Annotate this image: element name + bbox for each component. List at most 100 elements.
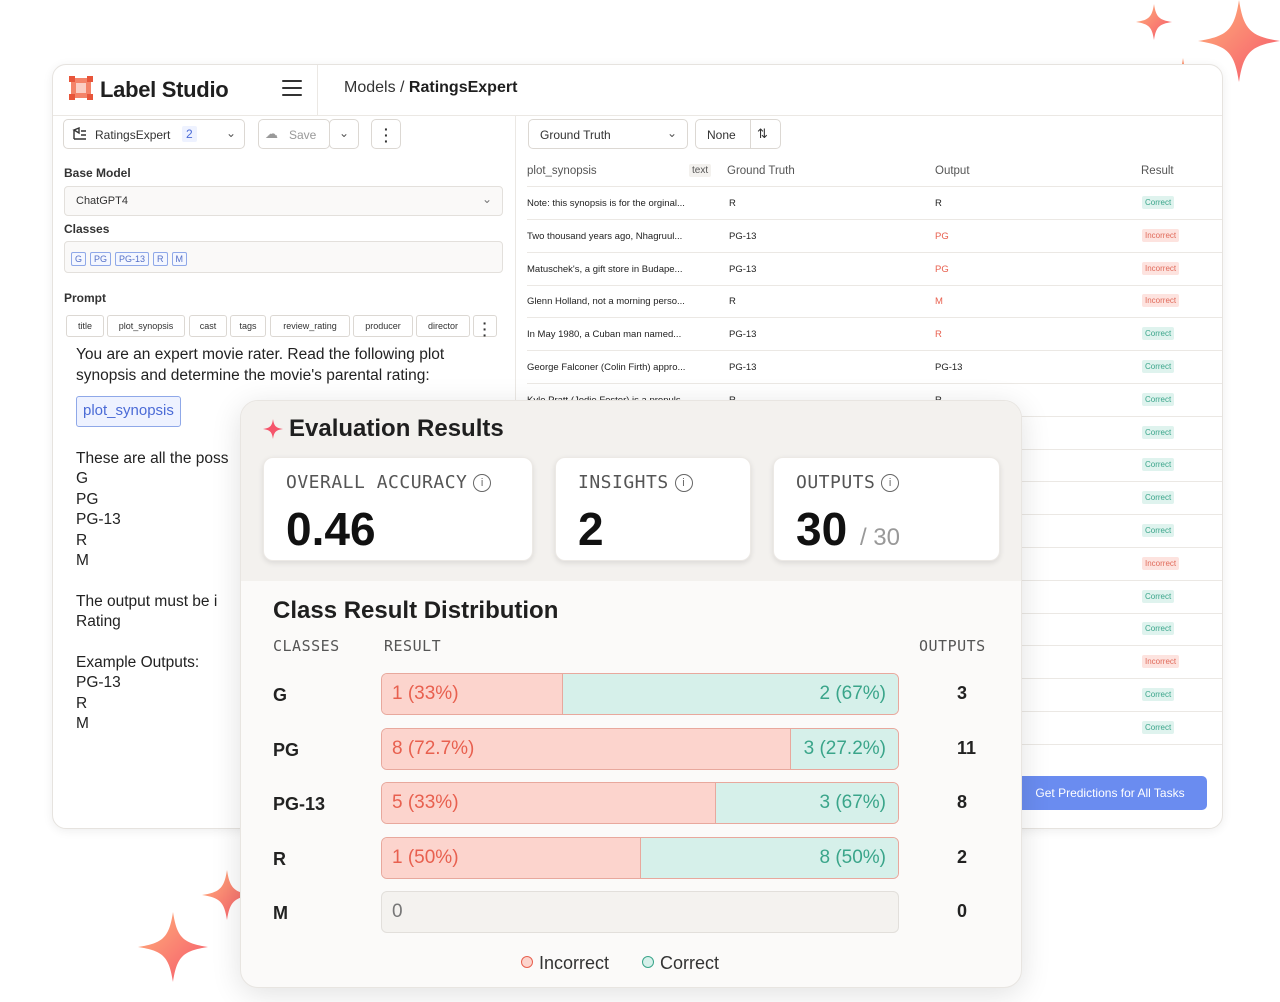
result-badge: Incorrect — [1142, 655, 1180, 669]
result-badge: Incorrect — [1142, 228, 1180, 242]
correct-label: 2 (67%) — [819, 683, 886, 704]
column-header-ground-truth[interactable]: Ground Truth — [727, 165, 795, 177]
ground-truth-cell: R — [729, 296, 736, 308]
incorrect-segment — [382, 837, 641, 878]
incorrect-label: 5 (33%) — [392, 792, 459, 814]
output-cell: PG — [935, 263, 949, 275]
table-row[interactable]: Note: this synopsis is for the orginal..… — [527, 187, 1222, 220]
result-badge: Correct — [1142, 458, 1175, 472]
sort-direction-icon[interactable]: ⇅ — [757, 126, 768, 141]
prompt-example-label: Example Outputs: — [76, 653, 200, 671]
info-icon[interactable]: i — [473, 474, 492, 492]
table-header: plot_synopsis text Ground Truth Output R… — [527, 160, 1222, 187]
result-badge: Incorrect — [1142, 556, 1180, 570]
column-header-result[interactable]: Result — [1141, 165, 1174, 177]
output-cell: R — [935, 198, 942, 209]
synopsis-cell: Note: this synopsis is for the orginal..… — [527, 198, 685, 209]
table-row[interactable]: Glenn Holland, not a morning perso... R M I… — [527, 285, 1222, 319]
incorrect-segment — [382, 674, 563, 714]
prompt-output-intro-2: Rating — [76, 613, 121, 630]
label-studio-logo-icon — [69, 76, 93, 100]
accuracy-value: 0.46 — [286, 503, 376, 555]
prompt-intro: You are an expert movie rater. Read the … — [76, 346, 445, 384]
get-predictions-button[interactable]: Get Predictions for All Tasks — [1013, 776, 1207, 810]
class-chip: PG — [90, 252, 112, 266]
table-row[interactable]: Matuschek's, a gift store in Budape... PG… — [527, 253, 1222, 286]
info-icon[interactable]: i — [881, 474, 900, 492]
class-chip: R — [153, 252, 168, 266]
prompt-option: PG-13 — [76, 511, 121, 528]
correct-label: 3 (27.2%) — [803, 737, 886, 759]
correct-segment — [639, 837, 898, 878]
variable-tab-producer[interactable]: producer — [353, 315, 413, 337]
divider — [317, 65, 318, 115]
prompt-label: Prompt — [64, 291, 106, 305]
table-row[interactable]: Two thousand years ago, Nhagruul... PG-13… — [527, 220, 1222, 253]
distribution-title: Class Result Distribution — [273, 597, 559, 624]
variable-tab-title[interactable]: title — [66, 315, 104, 337]
column-type-badge: text — [689, 164, 712, 177]
prompt-options-intro: These are all the poss — [76, 449, 229, 467]
sort-icon — [750, 120, 751, 148]
synopsis-cell: Matuschek's, a gift store in Budape... — [527, 263, 683, 275]
sparkle-icon — [138, 912, 208, 982]
result-badge: Correct — [1142, 327, 1175, 341]
column-header-outputs: OUTPUTS — [919, 637, 986, 655]
sparkle-icon — [1198, 0, 1280, 82]
incorrect-label: 1 (50%) — [392, 846, 459, 868]
class-row: G 1 (33%) 2 (67%) 3 — [241, 673, 1021, 717]
result-badge: Correct — [1142, 720, 1175, 734]
outputs-value: 30 / 30 — [796, 503, 900, 555]
info-icon[interactable]: i — [674, 474, 693, 492]
variable-tab-review-rating[interactable]: review_rating — [270, 315, 350, 337]
variable-tab-tags[interactable]: tags — [230, 315, 266, 337]
output-cell: M — [935, 296, 943, 308]
outputs-total: / 30 — [859, 524, 900, 551]
base-model-select[interactable]: ChatGPT4 ⌄ — [64, 186, 503, 216]
hamburger-menu-icon[interactable] — [282, 80, 302, 98]
variable-tab-director[interactable]: director — [416, 315, 470, 337]
save-options-button[interactable]: ⌄ — [329, 119, 359, 149]
chevron-down-icon: ⌄ — [339, 126, 350, 140]
ground-truth-filter-select[interactable]: Ground Truth ⌄ — [528, 119, 688, 149]
variable-tab-plot-synopsis[interactable]: plot_synopsis — [107, 315, 185, 337]
breadcrumb-parent[interactable]: Models — [344, 79, 396, 96]
result-badge: Correct — [1142, 688, 1175, 701]
breadcrumb: Models / RatingsExpert — [344, 79, 517, 97]
ground-truth-cell: PG-13 — [729, 230, 757, 242]
class-name: PG — [273, 739, 300, 760]
chart-legend: Incorrect Correct — [521, 953, 719, 974]
sort-value: None — [707, 128, 736, 142]
correct-label: 3 (67%) — [819, 792, 886, 814]
column-header-classes: CLASSES — [273, 637, 340, 655]
evaluation-title: Evaluation Results — [289, 415, 504, 442]
breadcrumb-separator: / — [395, 79, 409, 96]
prompt-example: PG-13 — [76, 674, 121, 691]
table-row[interactable]: In May 1980, a Cuban man named... PG-13 R C… — [527, 318, 1222, 352]
chevron-down-icon: ⌄ — [481, 192, 492, 206]
ground-truth-cell: PG-13 — [729, 362, 757, 373]
save-button[interactable]: ☁ Save — [258, 119, 330, 149]
breadcrumb-current: RatingsExpert — [408, 79, 518, 96]
prompt-editor[interactable]: You are an expert movie rater. Read the … — [76, 345, 506, 731]
more-variables-button[interactable]: · · · — [473, 315, 497, 342]
column-header-field[interactable]: plot_synopsis — [527, 165, 597, 177]
cloud-icon: ☁ — [265, 126, 278, 141]
column-header-output[interactable]: Output — [935, 165, 970, 177]
table-row[interactable]: George Falconer (Colin Firth) appro... PG… — [527, 351, 1222, 384]
result-bar: 8 (72.7%) 3 (27.2%) — [381, 727, 899, 770]
prompt-variable: plot_synopsis — [76, 396, 181, 427]
model-version-select[interactable]: RatingsExpert 2 ⌄ — [63, 119, 245, 149]
variable-tab-cast[interactable]: cast — [189, 315, 227, 337]
result-badge: Incorrect — [1142, 261, 1180, 275]
class-row: M 0 0 — [241, 891, 1021, 935]
sort-select[interactable]: None ⇅ — [695, 119, 781, 149]
class-name: M — [273, 903, 288, 924]
filter-value: Ground Truth — [540, 128, 611, 142]
result-badge: Correct — [1142, 360, 1175, 373]
classes-label: Classes — [64, 222, 110, 236]
empty-label: 0 — [392, 901, 403, 923]
classes-field[interactable]: G PG PG-13 R M — [64, 241, 503, 273]
outputs-count: 8 — [957, 792, 968, 813]
more-options-button[interactable]: · · · — [371, 119, 401, 149]
